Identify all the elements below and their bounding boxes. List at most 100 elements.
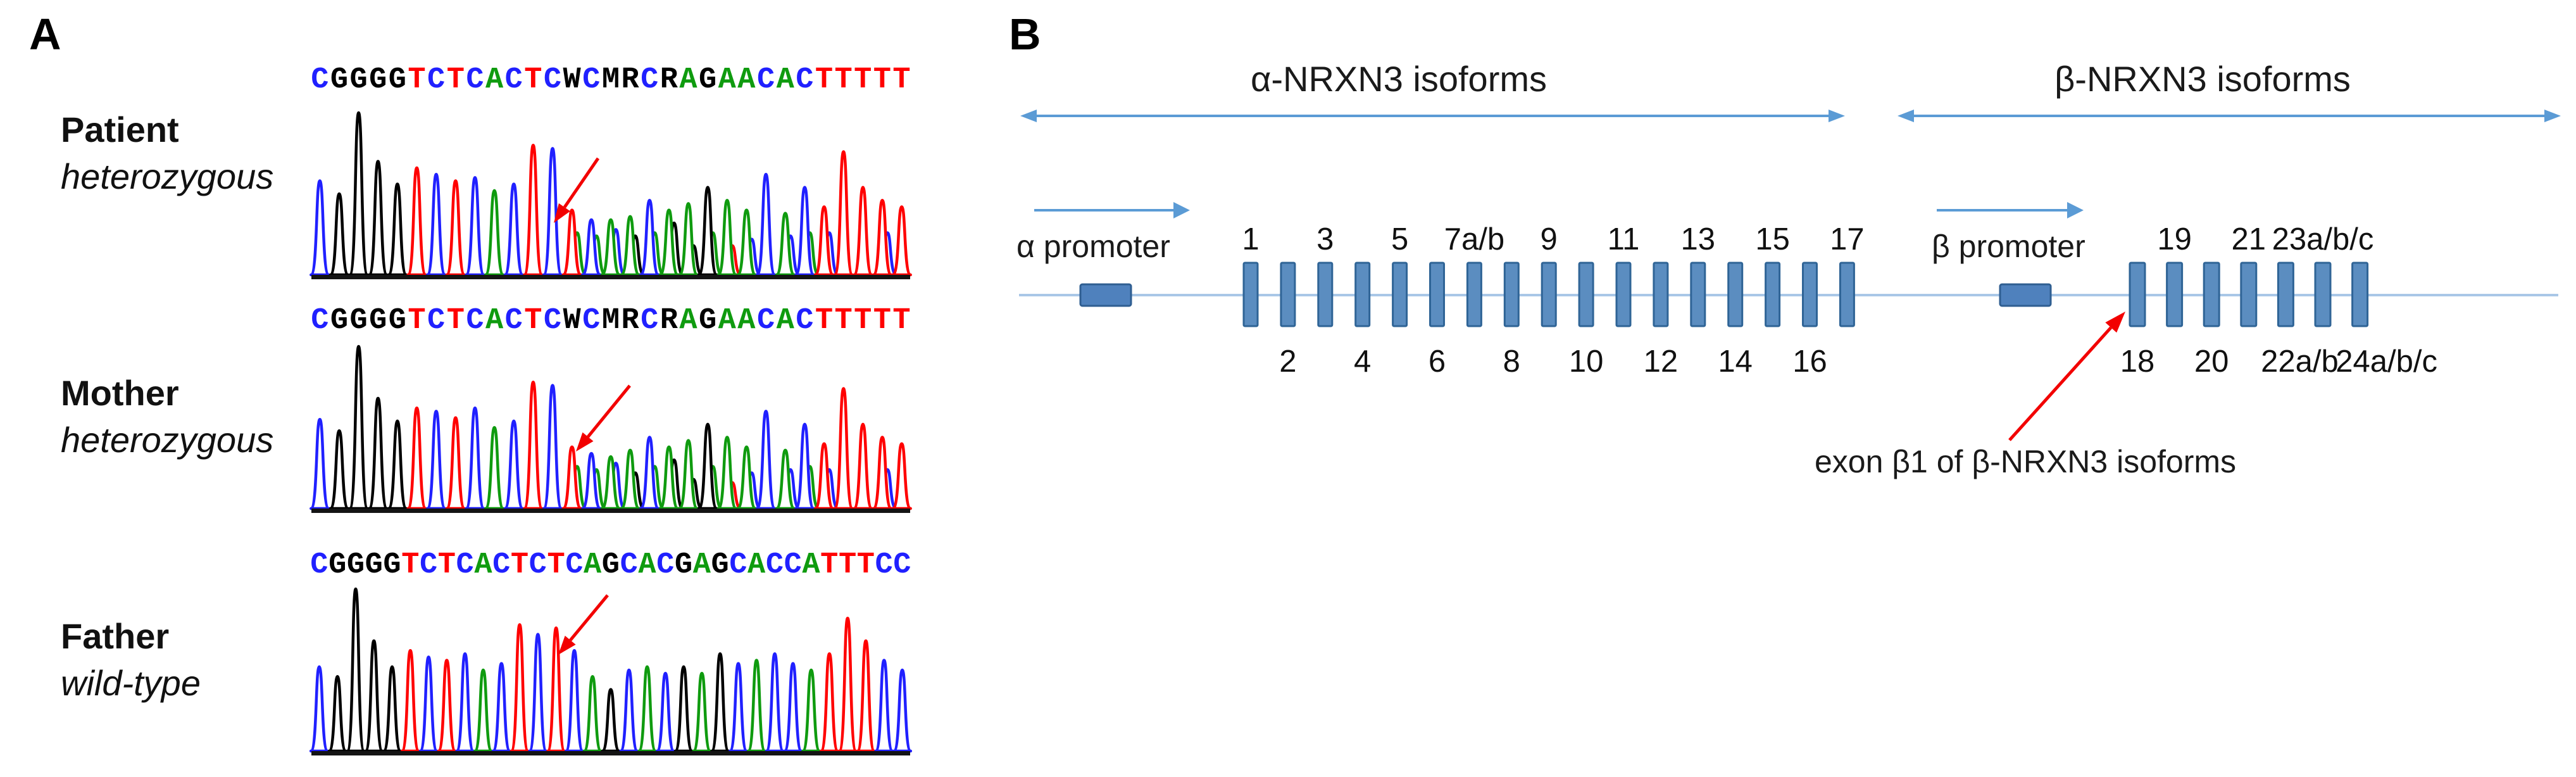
alpha-promoter-label: α promoter — [1016, 229, 1170, 264]
exon-b1-arrow-shaft — [2008, 326, 2113, 441]
sequence-base: C — [466, 63, 484, 97]
sequence-base: C — [528, 548, 547, 582]
chromatogram-peak — [783, 662, 803, 753]
alpha-promoter-box — [1079, 283, 1132, 307]
sequence-base: T — [815, 304, 834, 338]
sequence-base: T — [510, 548, 529, 582]
chromatogram-peak — [620, 448, 641, 510]
chromatogram-father — [309, 587, 913, 755]
exon-bar-alpha — [1615, 262, 1632, 327]
double-arrow-beta-left-head — [1898, 110, 1914, 122]
sequence-base: C — [565, 548, 584, 582]
sequence-base: G — [601, 548, 620, 582]
exon-bar-beta — [2203, 262, 2220, 327]
sequence-base: R — [621, 304, 639, 338]
alpha-isoforms-title: α-NRXN3 isoforms — [1251, 59, 1547, 99]
sequence-base: G — [383, 548, 401, 582]
sequence-base: C — [427, 63, 446, 97]
sequence-base: A — [718, 63, 736, 97]
exon-bar-beta — [2351, 262, 2369, 327]
exon-bar-alpha — [1429, 262, 1445, 327]
sequence-base: T — [854, 63, 872, 97]
sequence-base: W — [563, 304, 581, 338]
chromatogram-peak — [755, 410, 777, 510]
sequence-base: G — [369, 304, 387, 338]
sequence-base: C — [543, 63, 562, 97]
sequence-base: T — [408, 63, 426, 97]
exon-bar-alpha — [1802, 262, 1818, 327]
chromatogram-peak — [655, 671, 675, 753]
sequence-base: W — [563, 63, 581, 97]
chromatogram-peak — [600, 218, 622, 277]
sequence-base: C — [504, 304, 523, 338]
chromatogram-peak — [600, 455, 622, 510]
sequence-base: R — [660, 304, 678, 338]
sequence-base: C — [492, 548, 511, 582]
chromatogram-peak — [716, 436, 738, 510]
chromatogram-peak — [465, 176, 485, 277]
sequence-base: G — [330, 304, 349, 338]
sequence-base: A — [679, 63, 697, 97]
chromatogram-peak — [542, 147, 563, 277]
sequence-base: C — [582, 63, 601, 97]
sequence-base: G — [699, 63, 717, 97]
chromatogram-peak — [484, 189, 505, 277]
sequence-base: T — [524, 63, 542, 97]
exon-bar-alpha — [1690, 262, 1706, 327]
exon-bar-beta — [2314, 262, 2332, 327]
chromatogram-peak — [309, 417, 330, 510]
chromatogram-peak — [872, 436, 893, 510]
sequence-base: G — [349, 63, 368, 97]
chromatogram-peak — [620, 215, 641, 277]
beta-promoter-arrow-head — [2067, 202, 2084, 218]
chromatogram-peak — [564, 649, 584, 753]
chromatogram-peak — [503, 182, 525, 277]
chromatogram-peak — [728, 662, 749, 753]
double-arrow-alpha-right-head — [1829, 110, 1845, 122]
sequence-base: G — [369, 63, 387, 97]
chromatogram-peak — [491, 662, 511, 753]
sequence-base: T — [892, 63, 911, 97]
chromatogram-peak — [400, 649, 420, 753]
sequence-base: A — [584, 548, 602, 582]
sequence-base: T — [834, 304, 853, 338]
sequence-base: A — [737, 63, 756, 97]
sequence-base: C — [784, 548, 802, 582]
exon-b1-annotation: exon β1 of β-NRXN3 isoforms — [1814, 444, 2237, 479]
chromatogram-peak — [455, 652, 475, 753]
sequence-base: C — [582, 304, 601, 338]
chromatogram-peak — [639, 198, 660, 277]
chromatogram-peak — [542, 384, 563, 510]
sequence-base: G — [330, 63, 349, 97]
baseline — [311, 751, 910, 755]
chromatogram-peak — [425, 173, 447, 277]
chromatogram-peak — [853, 422, 873, 510]
sequence-base: A — [737, 304, 756, 338]
chromatogram-peak — [561, 445, 582, 510]
exon-bar-alpha — [1503, 262, 1520, 327]
sequence-base: C — [427, 304, 446, 338]
chromatogram-peak — [678, 439, 699, 510]
chromatogram-peak — [794, 186, 815, 277]
chromatogram-peak — [328, 429, 350, 510]
chromatogram-peak — [819, 652, 839, 753]
chromatogram-peak — [309, 179, 330, 277]
chromatogram-peak — [546, 626, 566, 753]
sequence-base: C — [456, 548, 474, 582]
sequence-base: T — [892, 304, 911, 338]
mutation-arrow-head — [576, 432, 594, 452]
chromatogram-peak — [716, 198, 738, 277]
chromatogram-peak — [437, 659, 457, 753]
chromatogram-peak — [813, 442, 835, 510]
chromatogram-peak — [673, 665, 694, 753]
sequence-base: G — [388, 304, 406, 338]
subject-zygosity-father: wild-type — [61, 663, 201, 703]
sequence-base: C — [765, 548, 784, 582]
sequence-base: T — [873, 304, 891, 338]
sequence-base: A — [718, 304, 736, 338]
mutation-arrow-shaft — [587, 384, 631, 438]
exon-bar-alpha — [1839, 262, 1855, 327]
chromatogram-peak — [801, 668, 822, 753]
sequence-base: G — [711, 548, 729, 582]
chromatogram-peak — [794, 422, 815, 510]
